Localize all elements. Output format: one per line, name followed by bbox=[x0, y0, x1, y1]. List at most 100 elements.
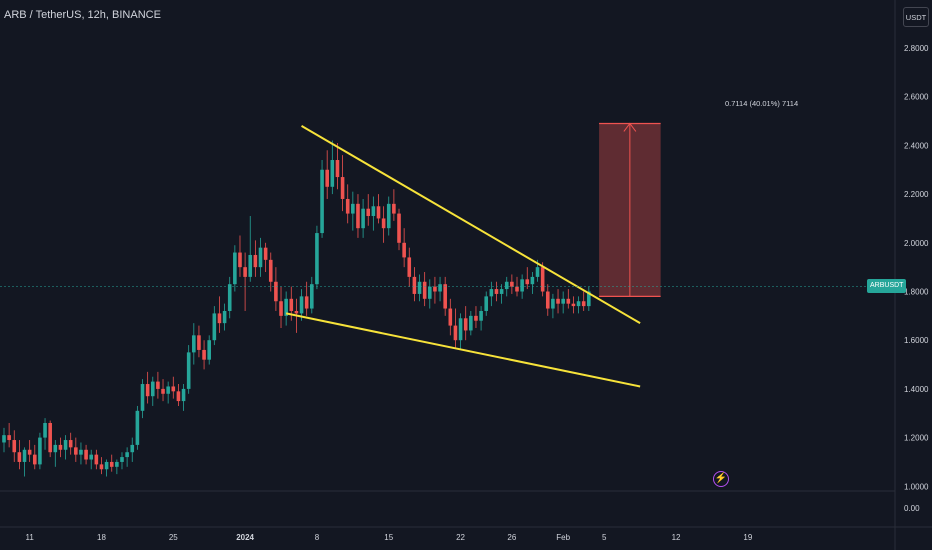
candle bbox=[556, 289, 560, 314]
candle-body bbox=[150, 381, 155, 397]
candle-body bbox=[381, 218, 386, 229]
candle-body bbox=[422, 281, 427, 299]
candle-body bbox=[545, 291, 550, 309]
candle bbox=[145, 371, 150, 404]
candle bbox=[48, 420, 52, 458]
candle bbox=[74, 437, 78, 462]
candle-body bbox=[17, 452, 22, 462]
candle-body bbox=[494, 289, 499, 294]
candle-body bbox=[222, 310, 227, 324]
candle-body bbox=[294, 310, 299, 314]
time-tick-label: 2024 bbox=[236, 533, 254, 542]
candle-body bbox=[299, 296, 304, 314]
candle bbox=[412, 267, 417, 302]
candle bbox=[525, 267, 530, 290]
candle-body bbox=[181, 388, 186, 402]
candle-body bbox=[479, 310, 483, 321]
candle-body bbox=[27, 449, 32, 455]
candle bbox=[63, 435, 68, 460]
candle-body bbox=[417, 281, 422, 294]
candle-body bbox=[176, 391, 181, 402]
candle bbox=[38, 432, 42, 470]
candle-body bbox=[48, 422, 52, 453]
candle-body bbox=[469, 315, 473, 331]
price-tick-label: 1.0000 bbox=[904, 482, 929, 491]
candle bbox=[351, 191, 355, 231]
candle bbox=[99, 457, 104, 475]
candle-body bbox=[289, 298, 294, 311]
time-tick-label: 18 bbox=[97, 533, 106, 542]
candle bbox=[489, 281, 494, 307]
candle bbox=[448, 298, 453, 336]
candle-body bbox=[484, 296, 489, 311]
price-tick-label: 1.8000 bbox=[904, 288, 929, 297]
candle-body bbox=[207, 340, 211, 360]
candle bbox=[243, 252, 247, 311]
candle bbox=[345, 184, 350, 224]
last-price-tag: ARBUSDT bbox=[867, 279, 907, 293]
candle-body bbox=[63, 440, 68, 450]
candle bbox=[120, 452, 124, 470]
candle bbox=[248, 216, 253, 282]
candle-body bbox=[530, 276, 535, 285]
candlestick-series bbox=[2, 140, 591, 477]
price-tick-label: 1.6000 bbox=[904, 336, 929, 345]
candle bbox=[233, 245, 237, 292]
candle-body bbox=[571, 303, 576, 307]
candle bbox=[335, 142, 340, 190]
candle bbox=[484, 291, 489, 316]
time-tick-label: 25 bbox=[169, 533, 178, 542]
candle bbox=[402, 228, 406, 268]
candle bbox=[315, 225, 319, 290]
time-tick-label: 8 bbox=[315, 533, 320, 542]
candle-body bbox=[186, 352, 191, 389]
candle-body bbox=[561, 298, 565, 304]
candle bbox=[176, 384, 181, 406]
candle bbox=[397, 208, 401, 251]
candle bbox=[32, 444, 37, 470]
candle bbox=[571, 296, 576, 314]
candle bbox=[422, 272, 427, 307]
candle-body bbox=[22, 449, 27, 462]
lightning-bolt-icon[interactable]: ⚡ bbox=[713, 471, 729, 487]
candle-body bbox=[74, 447, 78, 455]
candle-body bbox=[2, 435, 6, 443]
time-tick-label: 15 bbox=[384, 533, 393, 542]
candle-body bbox=[68, 440, 73, 448]
candle bbox=[140, 379, 145, 419]
candle-body bbox=[268, 259, 273, 282]
candle bbox=[433, 276, 437, 304]
candle-body bbox=[345, 198, 350, 214]
candle-body bbox=[540, 267, 545, 292]
candle bbox=[356, 194, 360, 238]
candle-body bbox=[310, 284, 314, 309]
candle-body bbox=[361, 208, 365, 229]
candle bbox=[474, 306, 478, 329]
candle bbox=[53, 440, 58, 467]
currency-badge[interactable]: USDT bbox=[903, 7, 929, 27]
candle-body bbox=[402, 242, 406, 258]
candle-body bbox=[125, 452, 129, 458]
candle bbox=[12, 430, 17, 462]
candle-body bbox=[263, 247, 268, 260]
candle bbox=[135, 405, 140, 450]
candle-body bbox=[284, 298, 288, 316]
candle bbox=[263, 242, 268, 273]
candle bbox=[407, 247, 412, 287]
candle-body bbox=[140, 384, 145, 411]
candle-body bbox=[161, 388, 165, 394]
candle-body bbox=[433, 286, 437, 292]
candle bbox=[561, 291, 565, 314]
candle bbox=[156, 371, 160, 399]
candle-body bbox=[130, 444, 135, 453]
candle bbox=[222, 303, 227, 331]
lower-trendline bbox=[285, 312, 641, 388]
candle-body bbox=[212, 313, 217, 341]
candle-body bbox=[499, 289, 504, 294]
measure-arrow-head bbox=[623, 122, 637, 132]
candle-body bbox=[351, 203, 355, 214]
candle bbox=[366, 194, 371, 226]
candle bbox=[150, 376, 155, 406]
time-tick-label: 19 bbox=[743, 533, 752, 542]
